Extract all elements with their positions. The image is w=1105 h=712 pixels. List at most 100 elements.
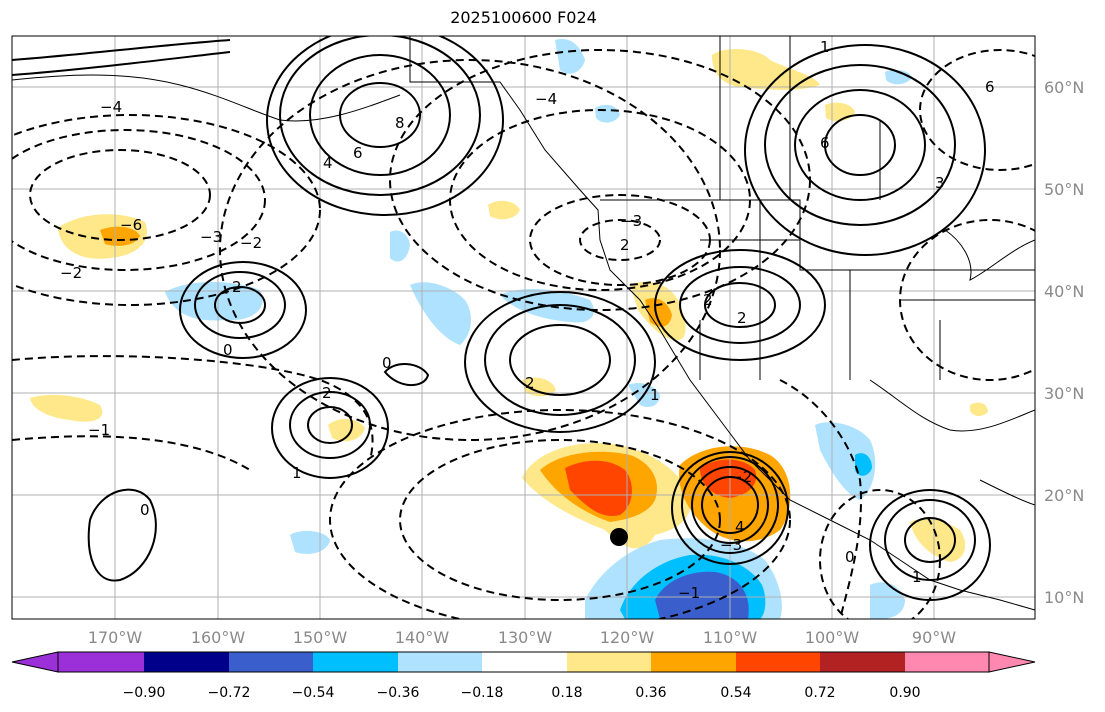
negative-anomaly-region [390,230,410,262]
contour-label: 6 [353,144,363,162]
negative-anomaly-region [855,453,872,476]
contour-label: −4 [535,90,557,108]
contour-label: −3 [720,536,742,554]
negative-anomaly-region [410,282,472,345]
positive-anomaly-region [30,394,103,422]
contour-label: 3 [935,174,945,192]
lat-tick-label: 50°N [1044,180,1084,199]
contour-label: −4 [100,98,122,116]
colorbar-swatch [58,652,144,672]
lat-tick-label: 60°N [1044,78,1084,97]
latitude-labels: 60°N 50°N 40°N 30°N 20°N 10°N [1044,78,1084,607]
lon-tick-label: 170°W [88,628,143,647]
lat-tick-label: 40°N [1044,282,1084,301]
negative-contours [12,49,1035,619]
longitude-labels: 170°W 160°W 150°W 140°W 130°W 120°W 110°… [88,628,956,647]
positive-anomaly-region [712,48,820,90]
colorbar-swatch [905,652,989,672]
contour-label: −1 [88,421,110,439]
graticule [12,36,1035,619]
colorbar-tick-label: 0.54 [720,685,751,701]
colorbar-swatch [651,652,736,672]
contour-label: 2 [737,309,747,327]
contour-label: 1 [650,386,660,404]
negative-anomaly-region [655,571,749,619]
colorbar-tick-label: 0.36 [635,685,666,701]
contour-label: 4 [323,154,333,172]
colorbar-extend-max [988,651,1036,673]
positive-anomaly-region [645,298,672,327]
positive-anomaly-region [328,418,365,442]
contour-label: −3 [620,212,642,230]
colorbar-tick-label: −0.72 [208,685,251,701]
negative-anomaly-region [165,281,263,321]
contour-label: −2 [240,234,262,252]
contour-label: 2 [703,291,713,309]
contour-label: 2 [620,236,630,254]
positive-contours [12,36,991,601]
contour-label: 1 [912,568,922,586]
coastlines [12,36,1035,611]
map-frame [11,35,1036,620]
colorbar-tick-label: −0.18 [461,685,504,701]
contour-labels: 8 6 4 2 1 0 −1 −2 −3 −4 −6 2 2 1 2 3 6 2… [60,38,995,602]
lat-tick-label: 30°N [1044,384,1084,403]
colorbar-swatch [736,652,820,672]
colorbar-swatch [482,652,567,672]
contour-label: −2 [60,264,82,282]
negative-anomaly-region [555,39,585,74]
colorbar-tick-label: −0.36 [377,685,420,701]
contour-label: −2 [730,468,752,486]
map-title: 2025100600 F024 [450,8,597,27]
map-background [12,36,1035,619]
contour-label: 0 [382,354,392,372]
colorbar-frame [57,651,990,673]
lon-tick-label: 160°W [191,628,246,647]
contour-label: 2 [322,384,332,402]
storm-center-marker [610,528,628,546]
contour-label: 6 [820,134,830,152]
colorbar-tick-label: −0.90 [123,685,166,701]
colorbar-swatch [820,652,905,672]
contour-label: 0 [140,501,150,519]
contour-label: −1 [678,584,700,602]
contour-label: 2 [525,374,535,392]
colorbar-swatch [229,652,313,672]
lon-tick-label: 110°W [703,628,758,647]
colorbar-swatch [398,652,482,672]
colorbar-extend-min [11,651,59,673]
map-content: 8 6 4 2 1 0 −1 −2 −3 −4 −6 2 2 1 2 3 6 2… [12,36,1035,619]
lon-tick-label: 120°W [600,628,655,647]
colorbar-tick-label: −0.54 [292,685,335,701]
colorbar-tick-label: 0.72 [804,685,835,701]
colorbar: −0.90 −0.72 −0.54 −0.36 −0.18 0.18 0.36 … [11,651,1036,701]
contour-label: 1 [820,38,830,56]
lon-tick-label: 100°W [805,628,860,647]
lat-tick-label: 20°N [1044,486,1084,505]
contour-label: 6 [985,78,995,96]
contour-label: −3 [200,228,222,246]
contour-label: 1 [292,464,302,482]
positive-anomaly-region [565,460,632,516]
colorbar-swatch [144,652,229,672]
colorbar-tick-label: 0.18 [551,685,582,701]
contour-label: 4 [735,518,745,536]
lon-tick-label: 150°W [293,628,348,647]
lon-tick-label: 130°W [498,628,553,647]
lon-tick-label: 90°W [912,628,956,647]
positive-anomaly-region [522,377,556,397]
positive-anomaly-region [100,226,140,246]
positive-anomaly-region [970,402,988,416]
lat-tick-label: 10°N [1044,588,1084,607]
contour-label: 2 [232,278,242,296]
contour-label: −6 [120,216,142,234]
colorbar-swatch [313,652,398,672]
contour-label: 0 [845,548,855,566]
contour-label: 0 [223,341,233,359]
contour-label: 8 [395,114,405,132]
colorbar-swatch [567,652,651,672]
colorbar-tick-label: 0.90 [889,685,920,701]
lon-tick-label: 140°W [395,628,450,647]
positive-anomaly-region [488,200,520,220]
